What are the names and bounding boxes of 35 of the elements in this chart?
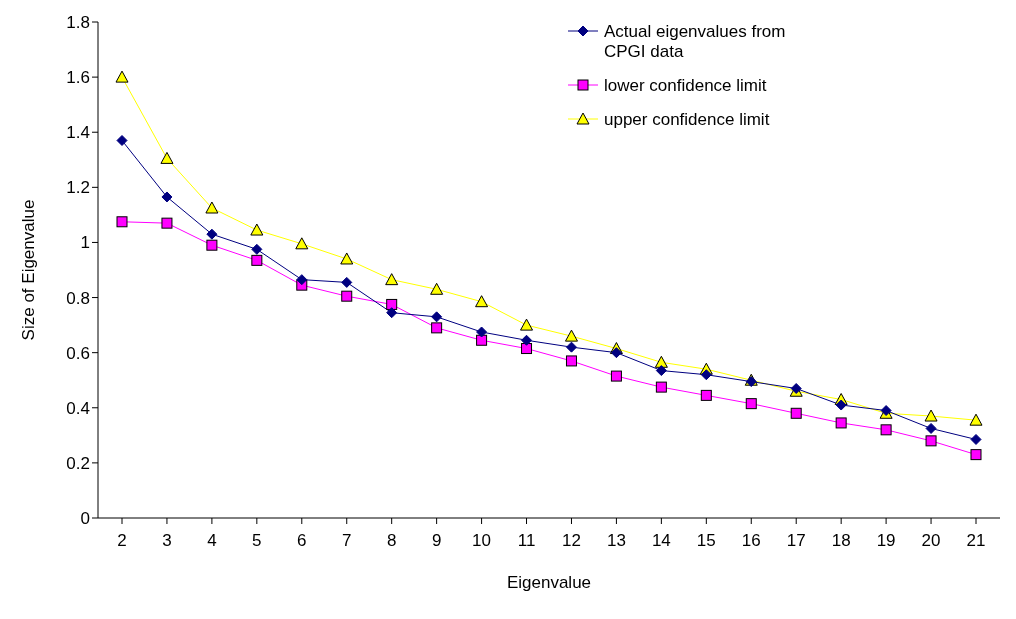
y-tick-label: 0 [80, 509, 90, 529]
x-tick-label: 11 [517, 531, 536, 551]
x-tick-label: 7 [342, 531, 352, 551]
x-tick-label: 9 [431, 531, 442, 551]
y-tick-label: 0.4 [66, 398, 90, 418]
legend-label: Actual eigenvalues from CPGI data [604, 22, 787, 62]
x-tick-label: 21 [966, 531, 986, 551]
x-tick-label: 4 [207, 531, 217, 551]
x-tick-label: 12 [562, 531, 581, 551]
y-axis-title: Size of Eigenvalue [19, 199, 39, 341]
x-tick-label: 16 [741, 531, 761, 551]
x-tick-label: 8 [386, 531, 397, 551]
x-tick-label: 10 [472, 531, 492, 551]
y-tick-label: 1.2 [66, 178, 90, 198]
y-tick-label: 1 [80, 233, 90, 253]
x-tick-label: 6 [297, 531, 307, 551]
y-tick-label: 1.6 [66, 68, 90, 88]
legend-label: upper confidence limit [604, 110, 770, 130]
x-tick-label: 19 [876, 531, 896, 551]
x-tick-label: 15 [696, 531, 716, 551]
x-tick-label: 2 [117, 531, 127, 551]
y-tick-label: 0.8 [66, 288, 90, 308]
x-tick-label: 13 [606, 531, 626, 551]
y-tick-label: 1.8 [66, 13, 90, 33]
x-tick-label: 14 [651, 531, 671, 551]
y-tick-label: 0.6 [66, 343, 90, 363]
x-tick-label: 18 [831, 531, 851, 551]
x-tick-label: 3 [162, 531, 172, 551]
x-axis-title: Eigenvalue [506, 573, 592, 592]
x-tick-label: 17 [786, 531, 806, 551]
y-tick-label: 0.2 [66, 453, 90, 473]
legend-label: lower confidence limit [604, 76, 767, 96]
x-tick-label: 20 [921, 531, 941, 551]
y-tick-label: 1.4 [66, 123, 90, 143]
x-tick-label: 5 [252, 531, 262, 551]
